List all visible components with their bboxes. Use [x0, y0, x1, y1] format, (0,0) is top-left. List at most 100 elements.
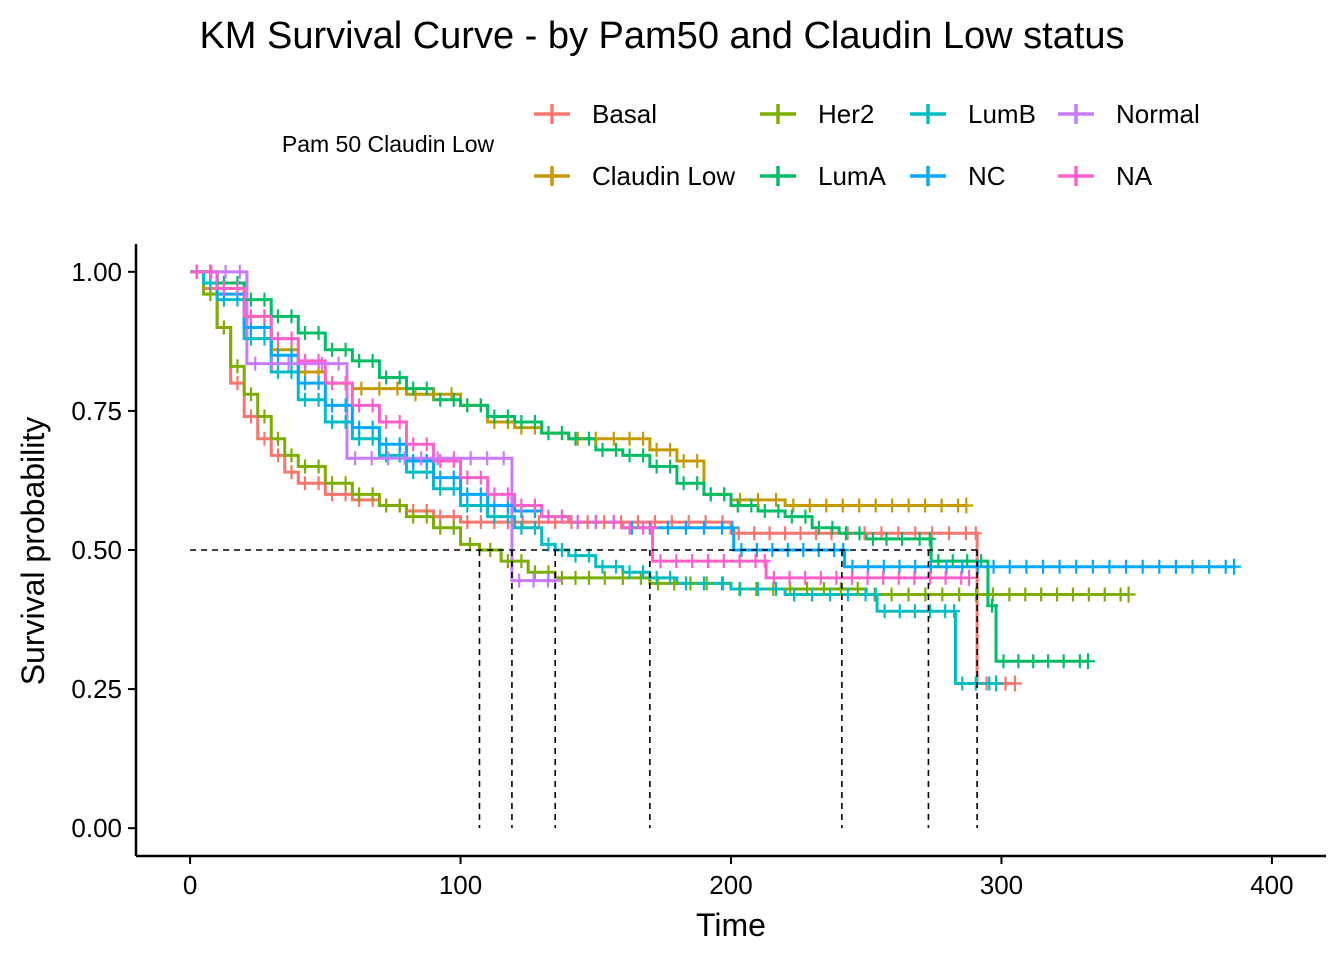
censor-mark	[956, 676, 969, 691]
censor-mark	[231, 359, 244, 374]
censor-mark	[299, 459, 312, 474]
x-tick-0: 0	[183, 856, 197, 900]
censor-mark	[826, 520, 839, 535]
censor-mark	[734, 581, 747, 596]
censor-mark	[380, 498, 393, 513]
censor-mark	[623, 565, 636, 580]
x-tick-300: 300	[980, 856, 1023, 900]
censor-mark	[434, 520, 447, 535]
censor-mark	[528, 520, 541, 535]
censor-mark	[748, 526, 761, 541]
censor-mark	[271, 348, 284, 363]
censor-mark	[677, 453, 690, 468]
censor-mark	[715, 520, 728, 535]
censor-mark	[339, 415, 352, 430]
censor-mark	[785, 509, 798, 524]
censor-mark	[285, 309, 298, 324]
censor-mark	[913, 531, 926, 546]
censor-mark	[299, 376, 312, 391]
x-tick-100: 100	[439, 856, 482, 900]
censor-mark	[583, 431, 596, 446]
censor-mark	[859, 587, 872, 602]
censor-mark	[326, 476, 339, 491]
legend-item-nc: NC	[910, 161, 1006, 191]
legend-item-luma: LumA	[760, 161, 887, 191]
censor-mark	[355, 381, 368, 396]
censor-mark	[391, 381, 404, 396]
censor-mark	[892, 570, 905, 585]
legend-key	[760, 166, 796, 186]
censor-mark	[853, 526, 866, 541]
censor-mark	[1227, 558, 1242, 575]
y-tick-label: 0.50	[71, 535, 122, 565]
censor-mark	[373, 381, 386, 396]
censor-mark	[326, 342, 339, 357]
legend-label: NC	[968, 161, 1006, 191]
censor-mark	[427, 387, 440, 402]
censor-mark	[718, 487, 731, 502]
censor-mark	[569, 431, 582, 446]
censor-mark	[885, 587, 898, 602]
censor-mark	[733, 554, 746, 569]
censor-mark	[654, 554, 667, 569]
y-tick-0.50: 0.50	[71, 535, 136, 565]
x-tick-label: 100	[439, 870, 482, 900]
censor-mark	[431, 451, 444, 466]
censor-mark	[702, 554, 715, 569]
censor-mark	[869, 587, 882, 602]
legend-label: Basal	[592, 99, 657, 129]
censor-mark	[637, 565, 650, 580]
x-tick-400: 400	[1250, 856, 1294, 900]
censor-mark	[745, 498, 758, 513]
censor-mark	[758, 504, 771, 519]
censor-mark	[528, 565, 541, 580]
censor-mark	[1036, 559, 1049, 574]
censor-mark	[623, 448, 636, 463]
censor-mark	[555, 570, 568, 585]
censor-mark	[380, 415, 393, 430]
y-axis-label: Survival probability	[15, 417, 51, 686]
censor-mark	[312, 476, 325, 491]
censor-mark	[637, 448, 650, 463]
x-tick-label: 0	[183, 870, 197, 900]
censor-mark	[919, 587, 932, 602]
censor-mark	[233, 264, 246, 279]
censor-mark	[549, 515, 562, 530]
median-lines	[190, 549, 978, 829]
legend-key	[910, 104, 946, 124]
censor-mark	[464, 451, 477, 466]
censor-mark	[326, 398, 339, 413]
censor-mark	[271, 431, 284, 446]
censor-mark	[528, 415, 541, 430]
censor-mark	[948, 604, 961, 619]
censor-mark	[715, 576, 728, 591]
censor-mark	[834, 581, 847, 596]
censor-mark	[1121, 586, 1136, 603]
censor-mark	[878, 604, 891, 619]
curve-claudin-low	[190, 270, 967, 507]
censor-mark	[353, 420, 366, 435]
censor-mark	[204, 264, 217, 279]
censor-mark	[434, 453, 447, 468]
censor-mark	[258, 431, 271, 446]
censor-mark	[830, 570, 843, 585]
censor-mark	[997, 654, 1010, 669]
y-axis-ticks: 0.00 0.25 0.50 0.75 1.00	[71, 257, 136, 843]
censor-mark	[717, 554, 730, 569]
censor-mark	[1203, 559, 1216, 574]
censor-mark	[542, 537, 555, 552]
censor-mark	[501, 409, 514, 424]
censor-mark	[190, 264, 203, 279]
censor-mark	[258, 309, 271, 324]
legend-label: LumB	[968, 99, 1036, 129]
censor-mark	[244, 409, 257, 424]
censor-mark	[841, 587, 854, 602]
censor-mark	[969, 526, 982, 541]
censor-mark	[893, 604, 906, 619]
curve-her2	[190, 270, 1129, 597]
censor-mark	[936, 587, 949, 602]
censor-mark	[908, 604, 921, 619]
censor-mark	[919, 498, 932, 513]
censor-mark	[461, 398, 474, 413]
censor-mark	[474, 470, 487, 485]
